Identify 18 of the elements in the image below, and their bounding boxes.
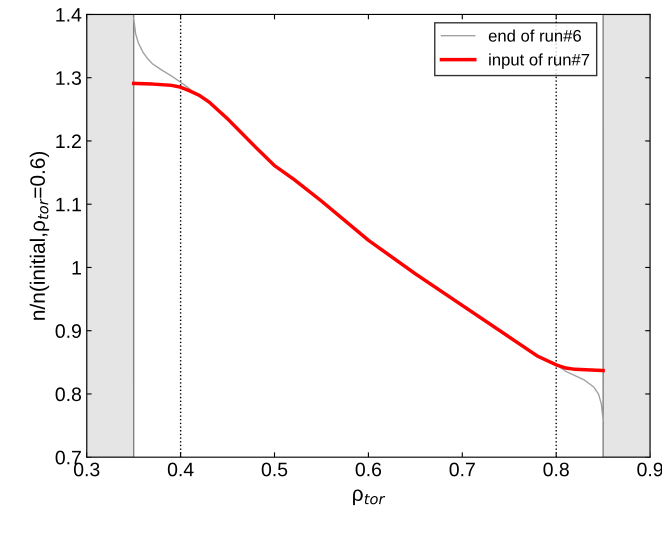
- x-tick-label: 0.6: [356, 462, 382, 476]
- x-axis-title: ρ$_{tor}$: [353, 490, 386, 506]
- x-tick-label: 0.4: [168, 462, 194, 476]
- y-tick-label: 0.7: [56, 450, 81, 464]
- x-tick-label: 0.3: [74, 462, 100, 476]
- y-tick-label: 1: [72, 261, 81, 275]
- y-tick-label: 1.4: [56, 8, 82, 22]
- legend-label: input of run#7: [489, 53, 590, 69]
- x-tick-label: 0.5: [262, 462, 288, 476]
- y-tick-label: 1.1: [56, 198, 81, 212]
- y-tick-label: 0.8: [56, 387, 82, 402]
- y-axis-title: n/n(initial,ρ$_{tor}$=0.6): [30, 152, 50, 320]
- x-tick-label: 0.8: [543, 462, 569, 476]
- legend-label: end of run#6: [488, 29, 581, 42]
- y-tick-label: 1.2: [56, 134, 81, 148]
- y-tick-label: 1.3: [56, 71, 82, 85]
- x-tick-label: 0.7: [450, 462, 475, 476]
- y-tick-label: 0.9: [56, 324, 81, 338]
